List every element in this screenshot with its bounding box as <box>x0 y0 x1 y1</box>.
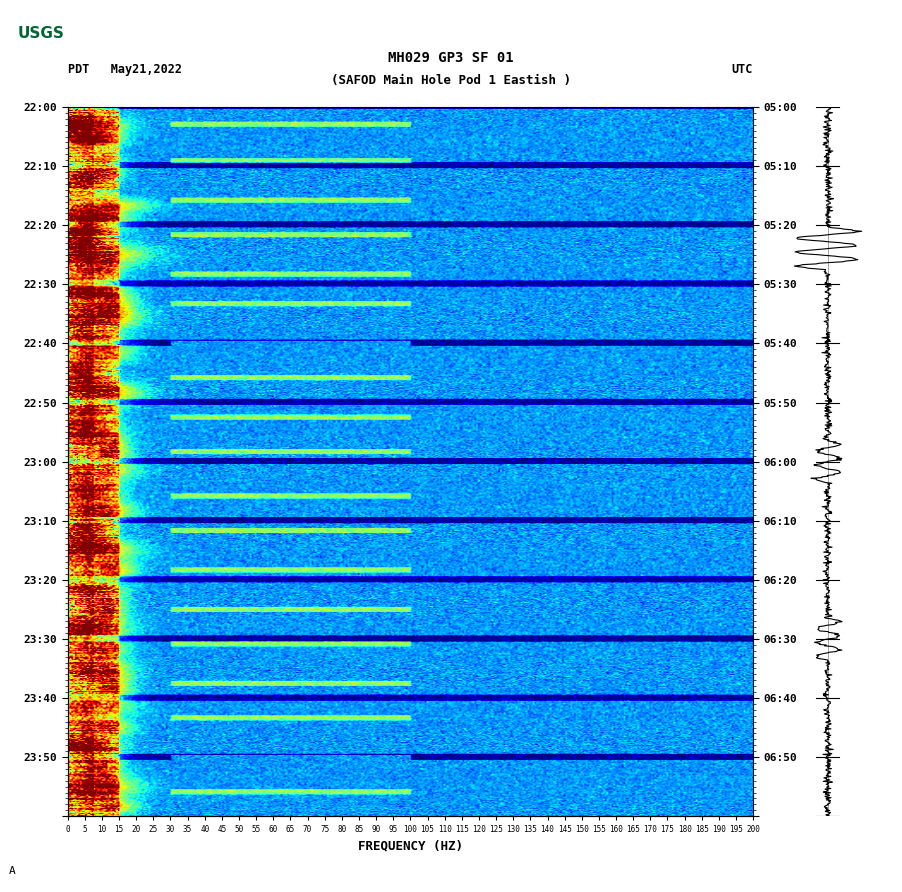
Text: MH029 GP3 SF 01: MH029 GP3 SF 01 <box>388 51 514 65</box>
Text: PDT   May21,2022: PDT May21,2022 <box>68 63 181 76</box>
X-axis label: FREQUENCY (HZ): FREQUENCY (HZ) <box>358 839 463 853</box>
Text: (SAFOD Main Hole Pod 1 Eastish ): (SAFOD Main Hole Pod 1 Eastish ) <box>331 74 571 87</box>
Text: UTC: UTC <box>732 63 753 76</box>
Text: USGS: USGS <box>17 26 64 41</box>
Text: A: A <box>9 866 15 876</box>
